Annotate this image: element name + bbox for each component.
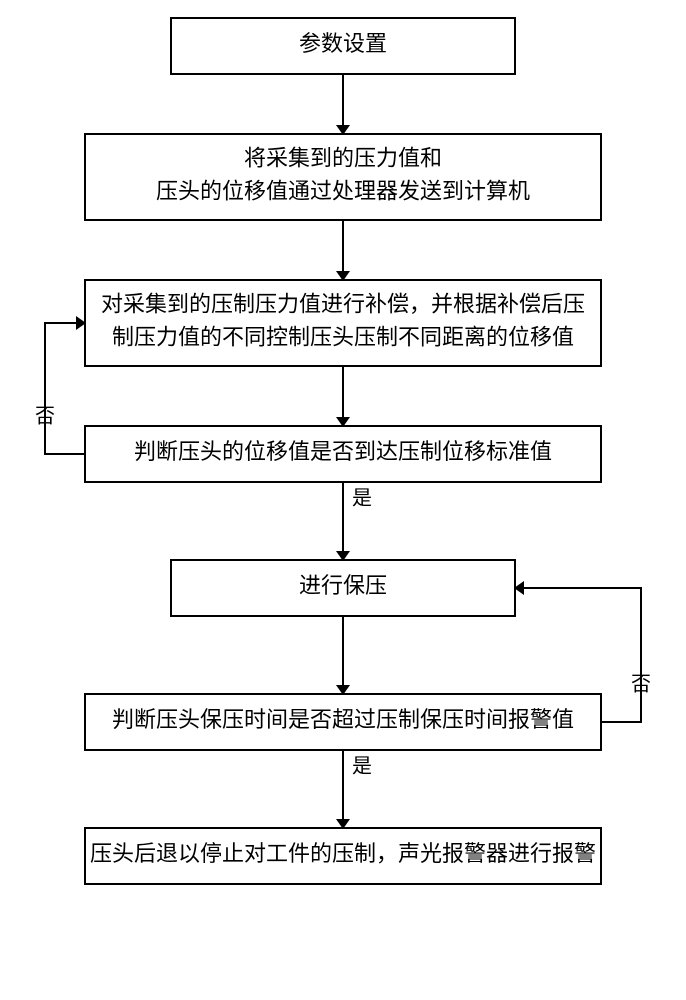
- flow-edge-label: 是: [352, 488, 372, 510]
- flow-node-text: 判断压头的位移值是否到达压制位移标准值: [134, 439, 552, 464]
- flow-node-text: 制压力值的不同控制压头压制不同距离的位移值: [112, 325, 574, 350]
- flow-node-text: 对采集到的压制压力值进行补偿，并根据补偿后压: [101, 292, 585, 317]
- flow-node-text: 压头的位移值通过处理器发送到计算机: [156, 179, 530, 204]
- flow-edge: [45, 323, 85, 454]
- flow-edge-label: 是: [352, 756, 372, 778]
- flow-node: 压头后退以停止对工件的压制，声光报警器进行报警: [85, 828, 601, 884]
- flow-node-text: 将采集到的压力值和: [244, 146, 442, 171]
- flow-node: 参数设置: [171, 18, 515, 74]
- flow-node: 进行保压: [171, 560, 515, 616]
- flow-node-text: 进行保压: [299, 573, 387, 598]
- flow-edge-label: 否: [631, 674, 651, 696]
- flow-node: 将采集到的压力值和压头的位移值通过处理器发送到计算机: [85, 134, 601, 220]
- flow-edge-label: 否: [35, 406, 55, 428]
- flow-node-text: 压头后退以停止对工件的压制，声光报警器进行报警: [90, 841, 596, 866]
- flow-node-text: 参数设置: [299, 31, 387, 56]
- flow-node: 判断压头保压时间是否超过压制保压时间报警值: [85, 694, 601, 750]
- flow-node-text: 判断压头保压时间是否超过压制保压时间报警值: [112, 707, 574, 732]
- flow-node: 对采集到的压制压力值进行补偿，并根据补偿后压制压力值的不同控制压头压制不同距离的…: [85, 280, 601, 366]
- flow-node: 判断压头的位移值是否到达压制位移标准值: [85, 426, 601, 482]
